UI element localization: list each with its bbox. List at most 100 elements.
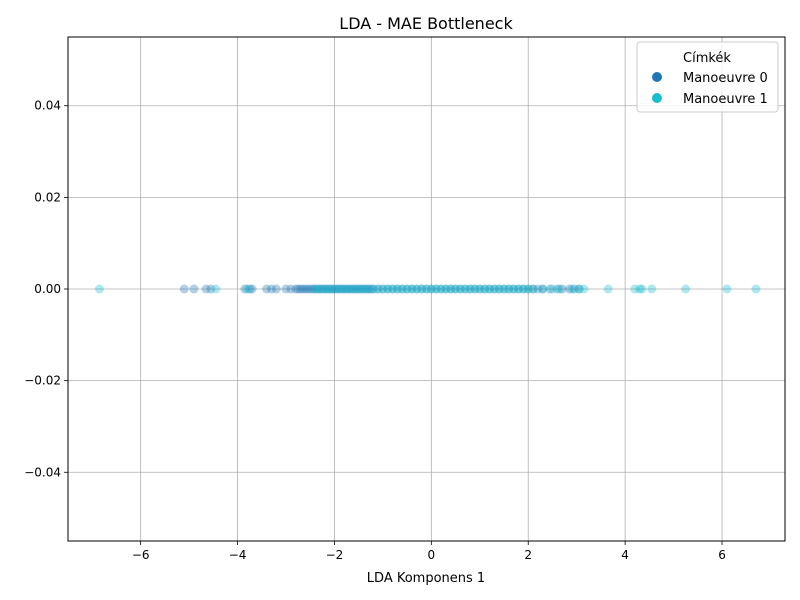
data-point-manoeuvre-0	[557, 284, 567, 294]
data-point-manoeuvre-0	[407, 284, 417, 294]
data-point-manoeuvre-1	[354, 284, 364, 294]
data-point-manoeuvre-1	[480, 284, 490, 294]
data-point-manoeuvre-0	[344, 284, 354, 294]
data-point-manoeuvre-0	[337, 284, 347, 294]
data-point-manoeuvre-0	[291, 284, 301, 294]
data-point-manoeuvre-0	[329, 284, 339, 294]
data-point-manoeuvre-0	[475, 284, 485, 294]
data-point-manoeuvre-1	[378, 284, 388, 294]
data-point-manoeuvre-0	[189, 284, 199, 294]
data-point-manoeuvre-1	[484, 284, 494, 294]
data-point-manoeuvre-0	[346, 284, 356, 294]
x-tick-label: 2	[524, 548, 532, 562]
chart-title: LDA - MAE Bottleneck	[339, 14, 513, 33]
data-point-manoeuvre-0	[455, 284, 465, 294]
data-point-manoeuvre-1	[489, 284, 499, 294]
data-point-manoeuvre-0	[300, 284, 310, 294]
data-point-manoeuvre-1	[470, 284, 480, 294]
data-point-manoeuvre-1	[412, 284, 422, 294]
data-point-manoeuvre-1	[441, 284, 451, 294]
data-point-manoeuvre-0	[446, 284, 456, 294]
data-point-manoeuvre-1	[504, 284, 514, 294]
data-point-manoeuvre-0	[359, 284, 369, 294]
data-point-manoeuvre-0	[564, 284, 574, 294]
data-point-manoeuvre-1	[751, 284, 761, 294]
data-point-manoeuvre-0	[499, 284, 509, 294]
data-point-manoeuvre-0	[332, 284, 342, 294]
legend-label-manoeuvre-1: Manoeuvre 1	[683, 92, 768, 107]
data-point-manoeuvre-0	[436, 284, 446, 294]
data-point-manoeuvre-1	[579, 284, 589, 294]
data-point-manoeuvre-0	[514, 284, 524, 294]
data-point-manoeuvre-0	[334, 284, 344, 294]
data-point-manoeuvre-0	[489, 284, 499, 294]
data-point-manoeuvre-0	[363, 284, 373, 294]
data-point-manoeuvre-1	[465, 284, 475, 294]
data-point-manoeuvre-0	[480, 284, 490, 294]
data-point-manoeuvre-1	[455, 284, 465, 294]
data-point-manoeuvre-0	[509, 284, 519, 294]
data-point-manoeuvre-0	[293, 284, 303, 294]
data-point-manoeuvre-1	[499, 284, 509, 294]
data-point-manoeuvre-0	[494, 284, 504, 294]
data-point-manoeuvre-0	[281, 284, 291, 294]
data-point-manoeuvre-1	[320, 284, 330, 294]
data-point-manoeuvre-1	[460, 284, 470, 294]
data-point-manoeuvre-1	[436, 284, 446, 294]
data-point-manoeuvre-0	[426, 284, 436, 294]
data-point-manoeuvre-0	[327, 284, 337, 294]
x-axis: −6 −4 −2 0 2 4 6	[132, 541, 726, 562]
data-point-manoeuvre-0	[322, 284, 332, 294]
data-point-manoeuvre-1	[310, 284, 320, 294]
data-point-manoeuvre-0	[431, 284, 441, 294]
data-point-manoeuvre-0	[552, 284, 562, 294]
data-point-manoeuvre-0	[305, 284, 315, 294]
data-point-manoeuvre-1	[637, 284, 647, 294]
data-point-manoeuvre-1	[431, 284, 441, 294]
data-point-manoeuvre-0	[317, 284, 327, 294]
data-point-manoeuvre-1	[242, 284, 252, 294]
data-point-manoeuvre-1	[344, 284, 354, 294]
data-point-manoeuvre-0	[351, 284, 361, 294]
data-point-manoeuvre-1	[211, 284, 221, 294]
data-point-manoeuvre-0	[368, 284, 378, 294]
data-point-manoeuvre-0	[504, 284, 514, 294]
x-tick-label: −6	[132, 548, 150, 562]
data-point-manoeuvre-0	[349, 284, 359, 294]
data-point-manoeuvre-0	[528, 284, 538, 294]
data-point-manoeuvre-1	[383, 284, 393, 294]
data-point-manoeuvre-0	[286, 284, 296, 294]
data-point-manoeuvre-1	[681, 284, 691, 294]
data-point-manoeuvre-0	[266, 284, 276, 294]
data-point-manoeuvre-0	[201, 284, 211, 294]
data-point-manoeuvre-0	[366, 284, 376, 294]
data-point-manoeuvre-1	[574, 284, 584, 294]
data-point-manoeuvre-1	[509, 284, 519, 294]
data-point-manoeuvre-0	[441, 284, 451, 294]
data-point-manoeuvre-0	[402, 284, 412, 294]
legend-label-manoeuvre-0: Manoeuvre 0	[683, 71, 768, 86]
data-point-manoeuvre-1	[494, 284, 504, 294]
legend-marker-manoeuvre-1	[652, 93, 662, 103]
data-point-manoeuvre-0	[388, 284, 398, 294]
y-tick-label: −0.04	[24, 465, 61, 479]
data-point-manoeuvre-1	[422, 284, 431, 294]
y-tick-label: 0.04	[34, 99, 61, 113]
data-point-manoeuvre-0	[298, 284, 308, 294]
data-point-manoeuvre-0	[342, 284, 352, 294]
legend-box	[636, 41, 779, 113]
data-point-manoeuvre-1	[359, 284, 369, 294]
data-point-manoeuvre-0	[356, 284, 366, 294]
data-point-manoeuvre-1	[451, 284, 461, 294]
data-point-manoeuvre-0	[518, 284, 528, 294]
data-point-manoeuvre-0	[354, 284, 364, 294]
data-point-manoeuvre-1	[363, 284, 373, 294]
data-point-manoeuvre-0	[240, 284, 250, 294]
data-point-manoeuvre-1	[446, 284, 456, 294]
data-point-manoeuvre-0	[247, 284, 257, 294]
data-point-manoeuvre-0	[484, 284, 494, 294]
data-point-manoeuvre-1	[339, 284, 349, 294]
data-point-manoeuvre-0	[451, 284, 461, 294]
data-point-manoeuvre-0	[315, 284, 325, 294]
data-point-manoeuvre-0	[397, 284, 407, 294]
